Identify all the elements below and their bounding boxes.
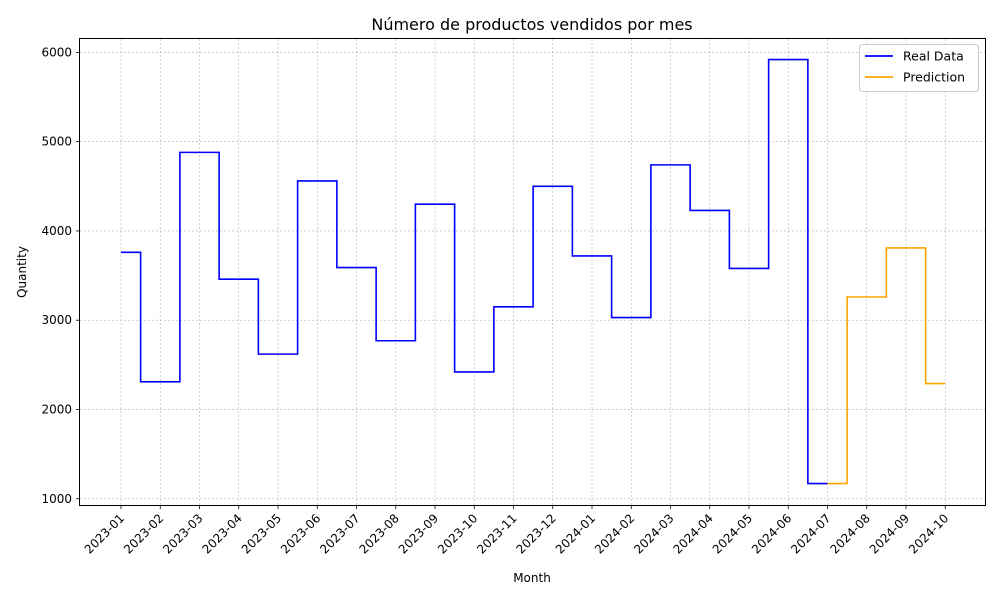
- y-tick-label: 4000: [41, 224, 72, 238]
- series-layer: [121, 58, 946, 485]
- y-tick-label: 2000: [41, 402, 72, 416]
- chart-title: Número de productos vendidos por mes: [371, 15, 692, 34]
- y-tick-label: 5000: [41, 135, 72, 149]
- legend: Real Data Prediction: [859, 44, 979, 92]
- series-line-1: [827, 247, 946, 485]
- plot-frame: [79, 38, 986, 506]
- legend-items: Real Data Prediction: [865, 49, 965, 85]
- legend-label: Prediction: [903, 70, 965, 85]
- legend-label: Real Data: [903, 49, 964, 64]
- x-axis-title: Month: [513, 571, 551, 585]
- series-line-0: [121, 58, 828, 485]
- y-axis-ticks: 1000 2000 3000 4000 5000 6000: [41, 45, 80, 506]
- y-tick-label: 1000: [41, 492, 72, 506]
- y-tick-label: 3000: [41, 313, 72, 327]
- y-axis-title: Quantity: [15, 246, 29, 298]
- y-tick-label: 6000: [41, 45, 72, 59]
